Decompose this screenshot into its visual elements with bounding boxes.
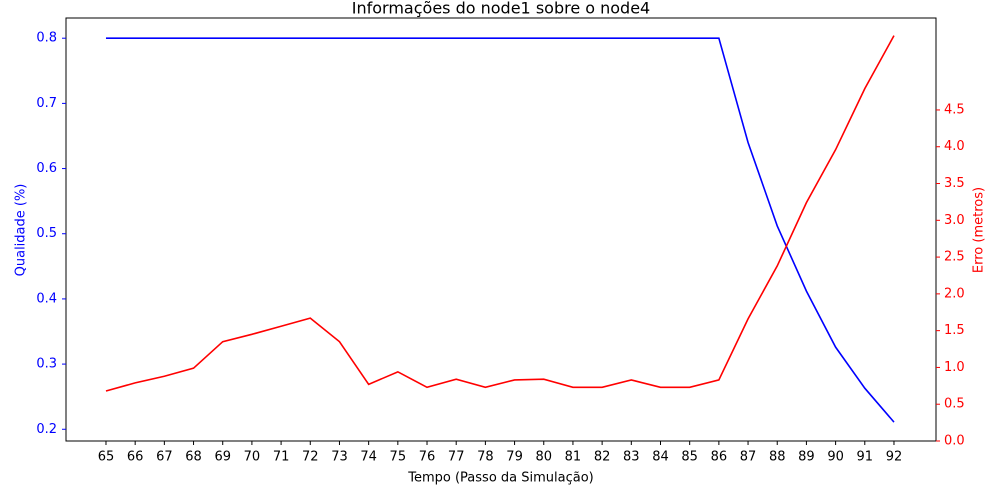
- plot-frame: [65, 17, 937, 442]
- x-tick-label: 75: [390, 450, 407, 465]
- y-tick-label: 0.6: [36, 161, 57, 176]
- y2-tick-label: 4.5: [944, 102, 965, 117]
- x-tick-label: 74: [360, 450, 377, 465]
- chart-title: Informações do node1 sobre o node4: [352, 0, 650, 18]
- y-axis-label: Qualidade (%): [14, 184, 29, 277]
- x-tick-label: 81: [565, 450, 582, 465]
- x-tick-label: 70: [244, 450, 261, 465]
- x-tick-label: 87: [740, 450, 757, 465]
- x-tick-label: 80: [535, 450, 552, 465]
- x-tick-label: 71: [273, 450, 290, 465]
- x-tick-label: 90: [827, 450, 844, 465]
- y2-tick-label: 3.5: [944, 176, 965, 191]
- y2-tick-label: 2.5: [944, 250, 965, 265]
- x-tick-label: 76: [419, 450, 436, 465]
- y2-tick-label: 1.5: [944, 323, 965, 338]
- y-tick-label: 0.8: [36, 31, 57, 46]
- x-tick-label: 68: [185, 450, 202, 465]
- y2-tick-label: 4.0: [944, 139, 965, 154]
- x-tick-label: 67: [156, 450, 173, 465]
- x-tick-label: 73: [331, 450, 348, 465]
- x-tick-label: 92: [886, 450, 903, 465]
- y2-tick-label: 0.0: [944, 434, 965, 449]
- y-tick-label: 0.5: [36, 226, 57, 241]
- x-tick-label: 78: [477, 450, 494, 465]
- x-tick-label: 86: [711, 450, 728, 465]
- x-tick-label: 85: [681, 450, 698, 465]
- x-tick-label: 69: [214, 450, 231, 465]
- x-tick-label: 66: [127, 450, 144, 465]
- y-tick-label: 0.7: [36, 96, 57, 111]
- x-tick-label: 88: [769, 450, 786, 465]
- y-tick-label: 0.2: [36, 422, 57, 437]
- y2-tick-label: 3.0: [944, 213, 965, 228]
- data-line: [105, 37, 895, 423]
- x-tick-label: 91: [857, 450, 874, 465]
- x-tick-label: 77: [448, 450, 465, 465]
- y2-tick-label: 0.5: [944, 397, 965, 412]
- x-tick-label: 83: [623, 450, 640, 465]
- x-tick-label: 89: [798, 450, 815, 465]
- x-tick-label: 79: [506, 450, 523, 465]
- y-tick-label: 0.4: [36, 291, 57, 306]
- y2-tick-label: 1.0: [944, 360, 965, 375]
- y2-tick-label: 2.0: [944, 286, 965, 301]
- x-tick-label: 65: [98, 450, 115, 465]
- y-tick-label: 0.3: [36, 357, 57, 372]
- x-tick-label: 82: [594, 450, 611, 465]
- data-line: [105, 35, 895, 392]
- x-tick-label: 84: [652, 450, 669, 465]
- y2-axis-label: Erro (metros): [972, 187, 987, 273]
- x-tick-label: 72: [302, 450, 319, 465]
- x-axis-label: Tempo (Passo da Simulação): [407, 471, 594, 486]
